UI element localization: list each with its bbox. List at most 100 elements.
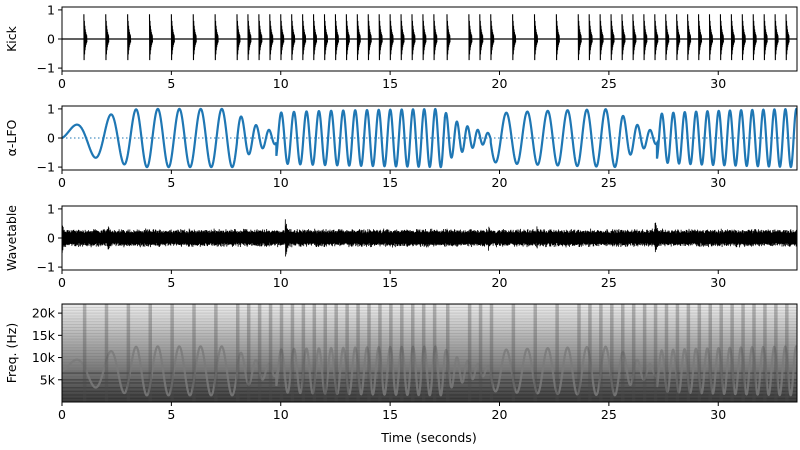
kick-hit	[577, 14, 582, 61]
spectrogram-onset-stripe	[467, 304, 472, 402]
kick-hit	[313, 14, 318, 61]
spectrogram-onset-stripe	[170, 304, 174, 402]
y-tick-label: 1	[47, 201, 55, 216]
wavetable-panel: 0 5 10 15 20 25 30 −101 Wavetable	[4, 201, 798, 290]
spectrogram-plot-area	[62, 304, 797, 402]
spectrogram-onset-stripe	[533, 304, 537, 402]
lfo-plot-area	[62, 107, 797, 169]
spectrogram-onset-stripe	[290, 304, 295, 402]
spectrogram-onset-stripe	[686, 304, 691, 402]
spectrogram-onset-stripe	[301, 304, 306, 402]
wavetable-y-ticks: −1 0 1	[37, 201, 62, 275]
kick-hit	[422, 14, 427, 61]
x-tick-label: 0	[58, 275, 66, 290]
y-tick-label: 0	[47, 131, 55, 146]
kick-hit	[588, 14, 593, 61]
x-tick-label: 25	[601, 76, 617, 91]
kick-hit	[105, 14, 110, 61]
kick-hit	[258, 14, 263, 61]
spectrogram-onset-stripe	[356, 304, 360, 402]
y-tick-label: 10k	[32, 350, 56, 365]
kick-hit	[621, 14, 626, 61]
kick-hit	[708, 14, 714, 61]
spectrogram-onset-stripe	[411, 304, 415, 402]
wavetable-x-ticks: 0 5 10 15 20 25 30	[58, 270, 726, 290]
kick-panel: 0 5 10 15 20 25 30 −101 Kick	[4, 2, 798, 91]
kick-hit	[269, 14, 274, 61]
x-tick-label: 0	[58, 175, 66, 190]
spectrogram-onset-stripe	[785, 304, 789, 402]
spectrogram-onset-stripe	[367, 304, 371, 402]
kick-hit	[785, 14, 790, 61]
x-tick-label: 5	[167, 407, 175, 422]
x-tick-label: 15	[382, 275, 398, 290]
x-tick-label: 0	[58, 407, 66, 422]
spectrogram-onset-stripe	[697, 304, 702, 402]
x-tick-label: 5	[167, 175, 175, 190]
spectrogram-onset-stripe	[489, 304, 494, 402]
x-tick-label: 15	[382, 76, 398, 91]
spectrogram-xlabel: Time (seconds)	[380, 430, 476, 445]
spectrogram-onset-stripe	[279, 304, 284, 402]
x-tick-label: 0	[58, 76, 66, 91]
spectrogram-onset-stripe	[599, 304, 603, 402]
y-tick-label: 0	[47, 231, 55, 246]
kick-hit	[490, 14, 495, 61]
spectrogram-onset-stripe	[432, 304, 437, 402]
kick-hit	[479, 14, 484, 61]
kick-hit	[291, 14, 296, 61]
kick-hit	[83, 14, 88, 61]
spectrogram-x-ticks: 0 5 10 15 20 25 30	[58, 402, 726, 422]
spectrogram-onset-stripe	[334, 304, 338, 402]
kick-hit	[687, 14, 692, 61]
spectrogram-onset-stripe	[763, 304, 767, 402]
x-tick-label: 20	[492, 76, 508, 91]
kick-hit	[280, 14, 285, 61]
kick-hit	[719, 14, 724, 61]
kick-hit	[512, 14, 517, 61]
kick-hit	[632, 14, 637, 61]
x-tick-label: 20	[492, 275, 508, 290]
spectrogram-onset-stripe	[478, 304, 483, 402]
y-tick-label: 20k	[32, 306, 56, 321]
kick-hit	[763, 14, 768, 61]
kick-hit	[236, 14, 241, 61]
kick-hit	[665, 14, 670, 61]
spectrogram-onset-stripe	[389, 304, 393, 402]
spectrogram-onset-stripe	[104, 304, 109, 402]
kick-hit	[676, 14, 681, 61]
kick-hit	[433, 14, 438, 61]
x-tick-label: 5	[167, 275, 175, 290]
spectrogram-onset-stripe	[631, 304, 636, 402]
kick-hit	[334, 14, 339, 61]
spectrogram-frame	[61, 303, 798, 403]
spectrogram-onset-stripe	[126, 304, 131, 402]
y-tick-label: 1	[47, 2, 55, 17]
x-tick-label: 10	[273, 76, 289, 91]
kick-hit	[774, 14, 779, 61]
spectrogram-onset-stripe	[82, 304, 87, 402]
wavetable-plot-area	[62, 219, 797, 257]
spectrogram-onset-stripe	[214, 304, 218, 402]
spectrogram-onset-stripe	[752, 304, 756, 402]
lfo-ylabel: α-LFO	[4, 119, 19, 156]
spectrogram-onset-stripes	[82, 304, 789, 402]
spectrogram-onset-stripe	[621, 304, 625, 402]
kick-hit	[400, 14, 405, 61]
kick-hit	[170, 14, 175, 61]
x-tick-label: 10	[273, 275, 289, 290]
kick-hit	[533, 14, 539, 61]
kick-hit	[367, 14, 372, 61]
x-tick-label: 5	[167, 76, 175, 91]
kick-hit	[610, 14, 615, 61]
wavetable-waveform	[62, 219, 797, 257]
y-tick-label: −1	[37, 160, 55, 175]
kick-ylabel: Kick	[4, 25, 19, 52]
kick-hit	[446, 14, 451, 61]
x-tick-label: 15	[382, 407, 398, 422]
kick-hit	[698, 14, 703, 61]
kick-x-ticks: 0 5 10 15 20 25 30	[58, 71, 726, 91]
x-tick-label: 30	[710, 275, 726, 290]
lfo-panel: 0 5 10 15 20 25 30 −101 α-LFO	[4, 101, 798, 190]
